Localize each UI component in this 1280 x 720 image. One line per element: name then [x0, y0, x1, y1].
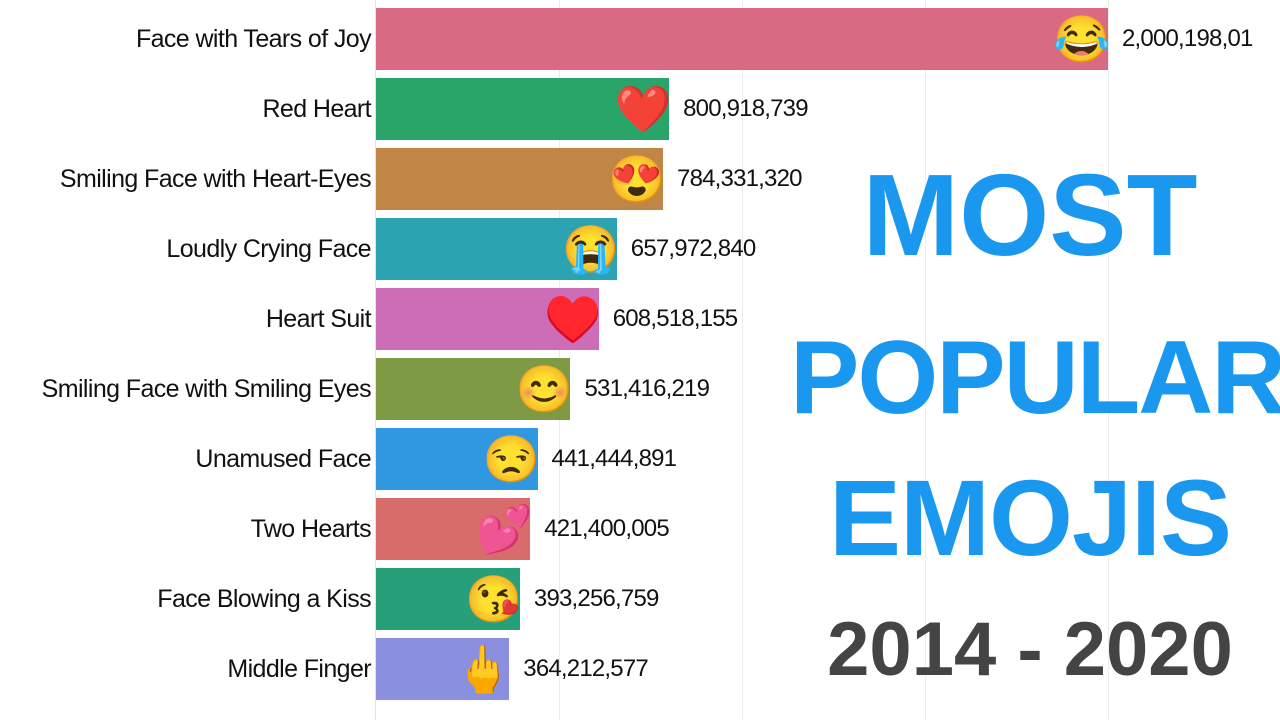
- category-label: Face with Tears of Joy: [135, 25, 372, 53]
- title-years: 2014 - 2020: [827, 607, 1233, 692]
- y-axis-line: [375, 0, 376, 720]
- category-label: Unamused Face: [195, 445, 371, 473]
- category-label: Middle Finger: [227, 655, 371, 683]
- emoji-icon: 😭: [562, 223, 620, 275]
- gridline: [1107, 0, 1109, 720]
- category-label: Red Heart: [262, 95, 371, 123]
- emoji-icon: 😘: [465, 573, 523, 625]
- value-label: 531,416,219: [584, 375, 710, 402]
- emoji-icon: 💕: [475, 503, 533, 555]
- emoji-icon: ❤️: [614, 83, 672, 135]
- value-label: 2,000,198,01: [1122, 25, 1253, 52]
- emoji-icon: ♥️: [544, 293, 602, 345]
- bar: [376, 638, 510, 700]
- emoji-icon: 😂: [1053, 13, 1111, 65]
- bar: [376, 498, 531, 560]
- bar: [376, 8, 1108, 70]
- value-label: 393,256,759: [533, 585, 659, 612]
- category-label: Face Blowing a Kiss: [157, 585, 371, 613]
- category-label: Smiling Face with Heart-Eyes: [59, 165, 372, 193]
- bar: [376, 218, 617, 280]
- title-line-1: MOST: [862, 150, 1198, 280]
- bar: [376, 288, 599, 350]
- emoji-icon: 😒: [482, 433, 541, 485]
- gridline: [924, 0, 926, 720]
- bar: [376, 358, 571, 420]
- value-label: 608,518,155: [612, 305, 738, 332]
- category-label: Loudly Crying Face: [166, 235, 371, 263]
- value-label: 800,918,739: [683, 95, 808, 122]
- bar: [376, 428, 538, 490]
- gridline: [741, 0, 743, 720]
- category-label: Smiling Face with Smiling Eyes: [41, 375, 372, 403]
- bar: [376, 78, 670, 140]
- title-line-2: POPULAR: [790, 320, 1280, 436]
- value-label: 657,972,840: [630, 235, 756, 262]
- value-label: 784,331,320: [677, 165, 802, 192]
- value-label: 421,400,005: [544, 515, 669, 542]
- bar: [376, 148, 664, 210]
- value-label: 364,212,577: [523, 655, 648, 682]
- emoji-icon: 😍: [608, 153, 666, 205]
- bar: [376, 568, 520, 630]
- category-label: Two Hearts: [250, 515, 372, 543]
- title-line-3: EMOJIS: [828, 457, 1232, 578]
- category-label: Heart Suit: [265, 305, 372, 333]
- emoji-icon: 😊: [515, 363, 574, 415]
- emoji-icon: 🖕: [454, 643, 512, 695]
- value-label: 441,444,891: [551, 445, 677, 472]
